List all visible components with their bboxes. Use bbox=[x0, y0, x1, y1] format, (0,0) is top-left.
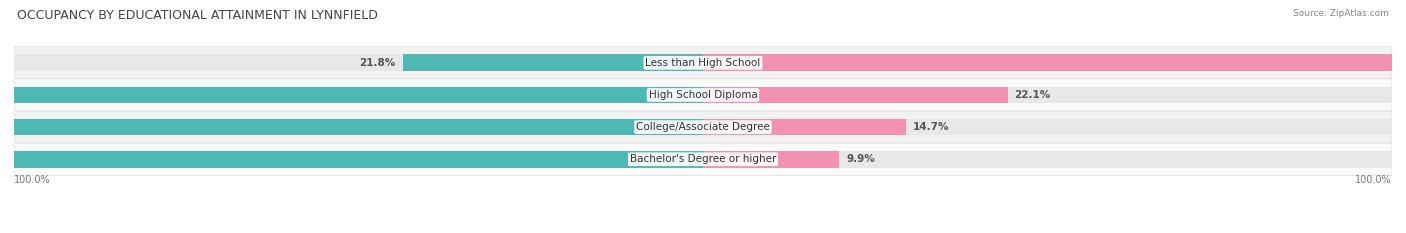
Text: 9.9%: 9.9% bbox=[846, 154, 875, 164]
Text: 21.8%: 21.8% bbox=[360, 58, 395, 68]
Text: 22.1%: 22.1% bbox=[1014, 90, 1050, 100]
FancyBboxPatch shape bbox=[14, 111, 1392, 143]
Bar bbox=[0, 151, 703, 168]
Bar bbox=[703, 151, 839, 168]
FancyBboxPatch shape bbox=[14, 47, 1392, 79]
Legend: Owner-occupied, Renter-occupied: Owner-occupied, Renter-occupied bbox=[595, 231, 811, 233]
FancyBboxPatch shape bbox=[14, 79, 1392, 111]
Bar bbox=[14, 119, 1392, 135]
Bar bbox=[14, 87, 1392, 103]
Bar bbox=[0, 119, 703, 135]
Bar bbox=[0, 87, 703, 103]
Text: OCCUPANCY BY EDUCATIONAL ATTAINMENT IN LYNNFIELD: OCCUPANCY BY EDUCATIONAL ATTAINMENT IN L… bbox=[17, 9, 378, 22]
Text: Less than High School: Less than High School bbox=[645, 58, 761, 68]
Bar bbox=[14, 55, 1392, 71]
Text: Source: ZipAtlas.com: Source: ZipAtlas.com bbox=[1294, 9, 1389, 18]
FancyBboxPatch shape bbox=[14, 143, 1392, 175]
Bar bbox=[703, 87, 1008, 103]
Text: 14.7%: 14.7% bbox=[912, 122, 949, 132]
Bar bbox=[14, 151, 1392, 168]
Bar bbox=[402, 55, 703, 71]
Text: College/Associate Degree: College/Associate Degree bbox=[636, 122, 770, 132]
Text: 100.0%: 100.0% bbox=[1355, 175, 1392, 185]
Text: 100.0%: 100.0% bbox=[14, 175, 51, 185]
Text: Bachelor's Degree or higher: Bachelor's Degree or higher bbox=[630, 154, 776, 164]
Bar bbox=[703, 119, 905, 135]
Bar bbox=[703, 55, 1406, 71]
Text: High School Diploma: High School Diploma bbox=[648, 90, 758, 100]
